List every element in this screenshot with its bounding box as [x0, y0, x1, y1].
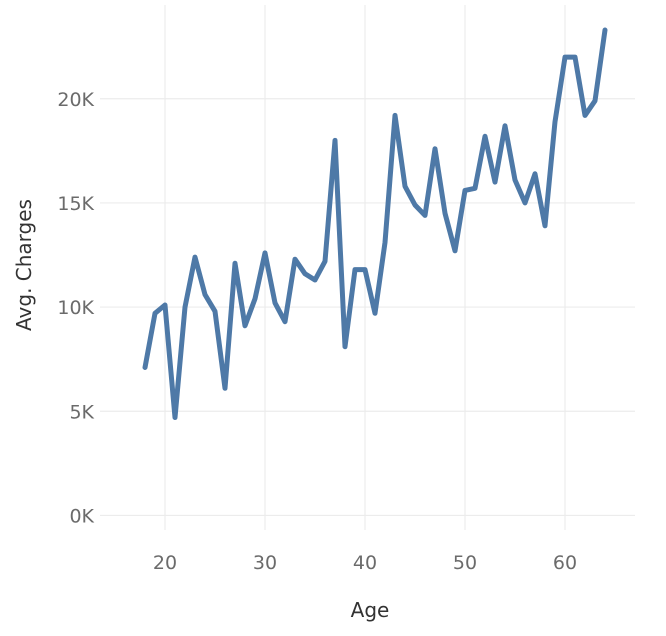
y-tick-label: 20K	[57, 89, 94, 111]
x-axis-title: Age	[351, 598, 390, 622]
y-tick-label: 0K	[69, 505, 94, 527]
y-tick-label: 5K	[69, 401, 94, 423]
y-axis-ticks: 0K 5K 10K 15K 20K	[57, 89, 94, 528]
series-line	[142, 27, 608, 420]
x-tick-label: 60	[553, 552, 577, 574]
y-axis-title: Avg. Charges	[12, 199, 36, 331]
x-tick-label: 40	[353, 552, 377, 574]
y-tick-label: 15K	[57, 193, 94, 215]
series-group	[142, 27, 608, 420]
x-axis-ticks: 20 30 40 50 60	[153, 552, 577, 574]
x-tick-label: 50	[453, 552, 477, 574]
grid-lines	[100, 5, 635, 530]
x-tick-label: 20	[153, 552, 177, 574]
y-tick-label: 10K	[57, 297, 94, 319]
x-tick-label: 30	[253, 552, 277, 574]
